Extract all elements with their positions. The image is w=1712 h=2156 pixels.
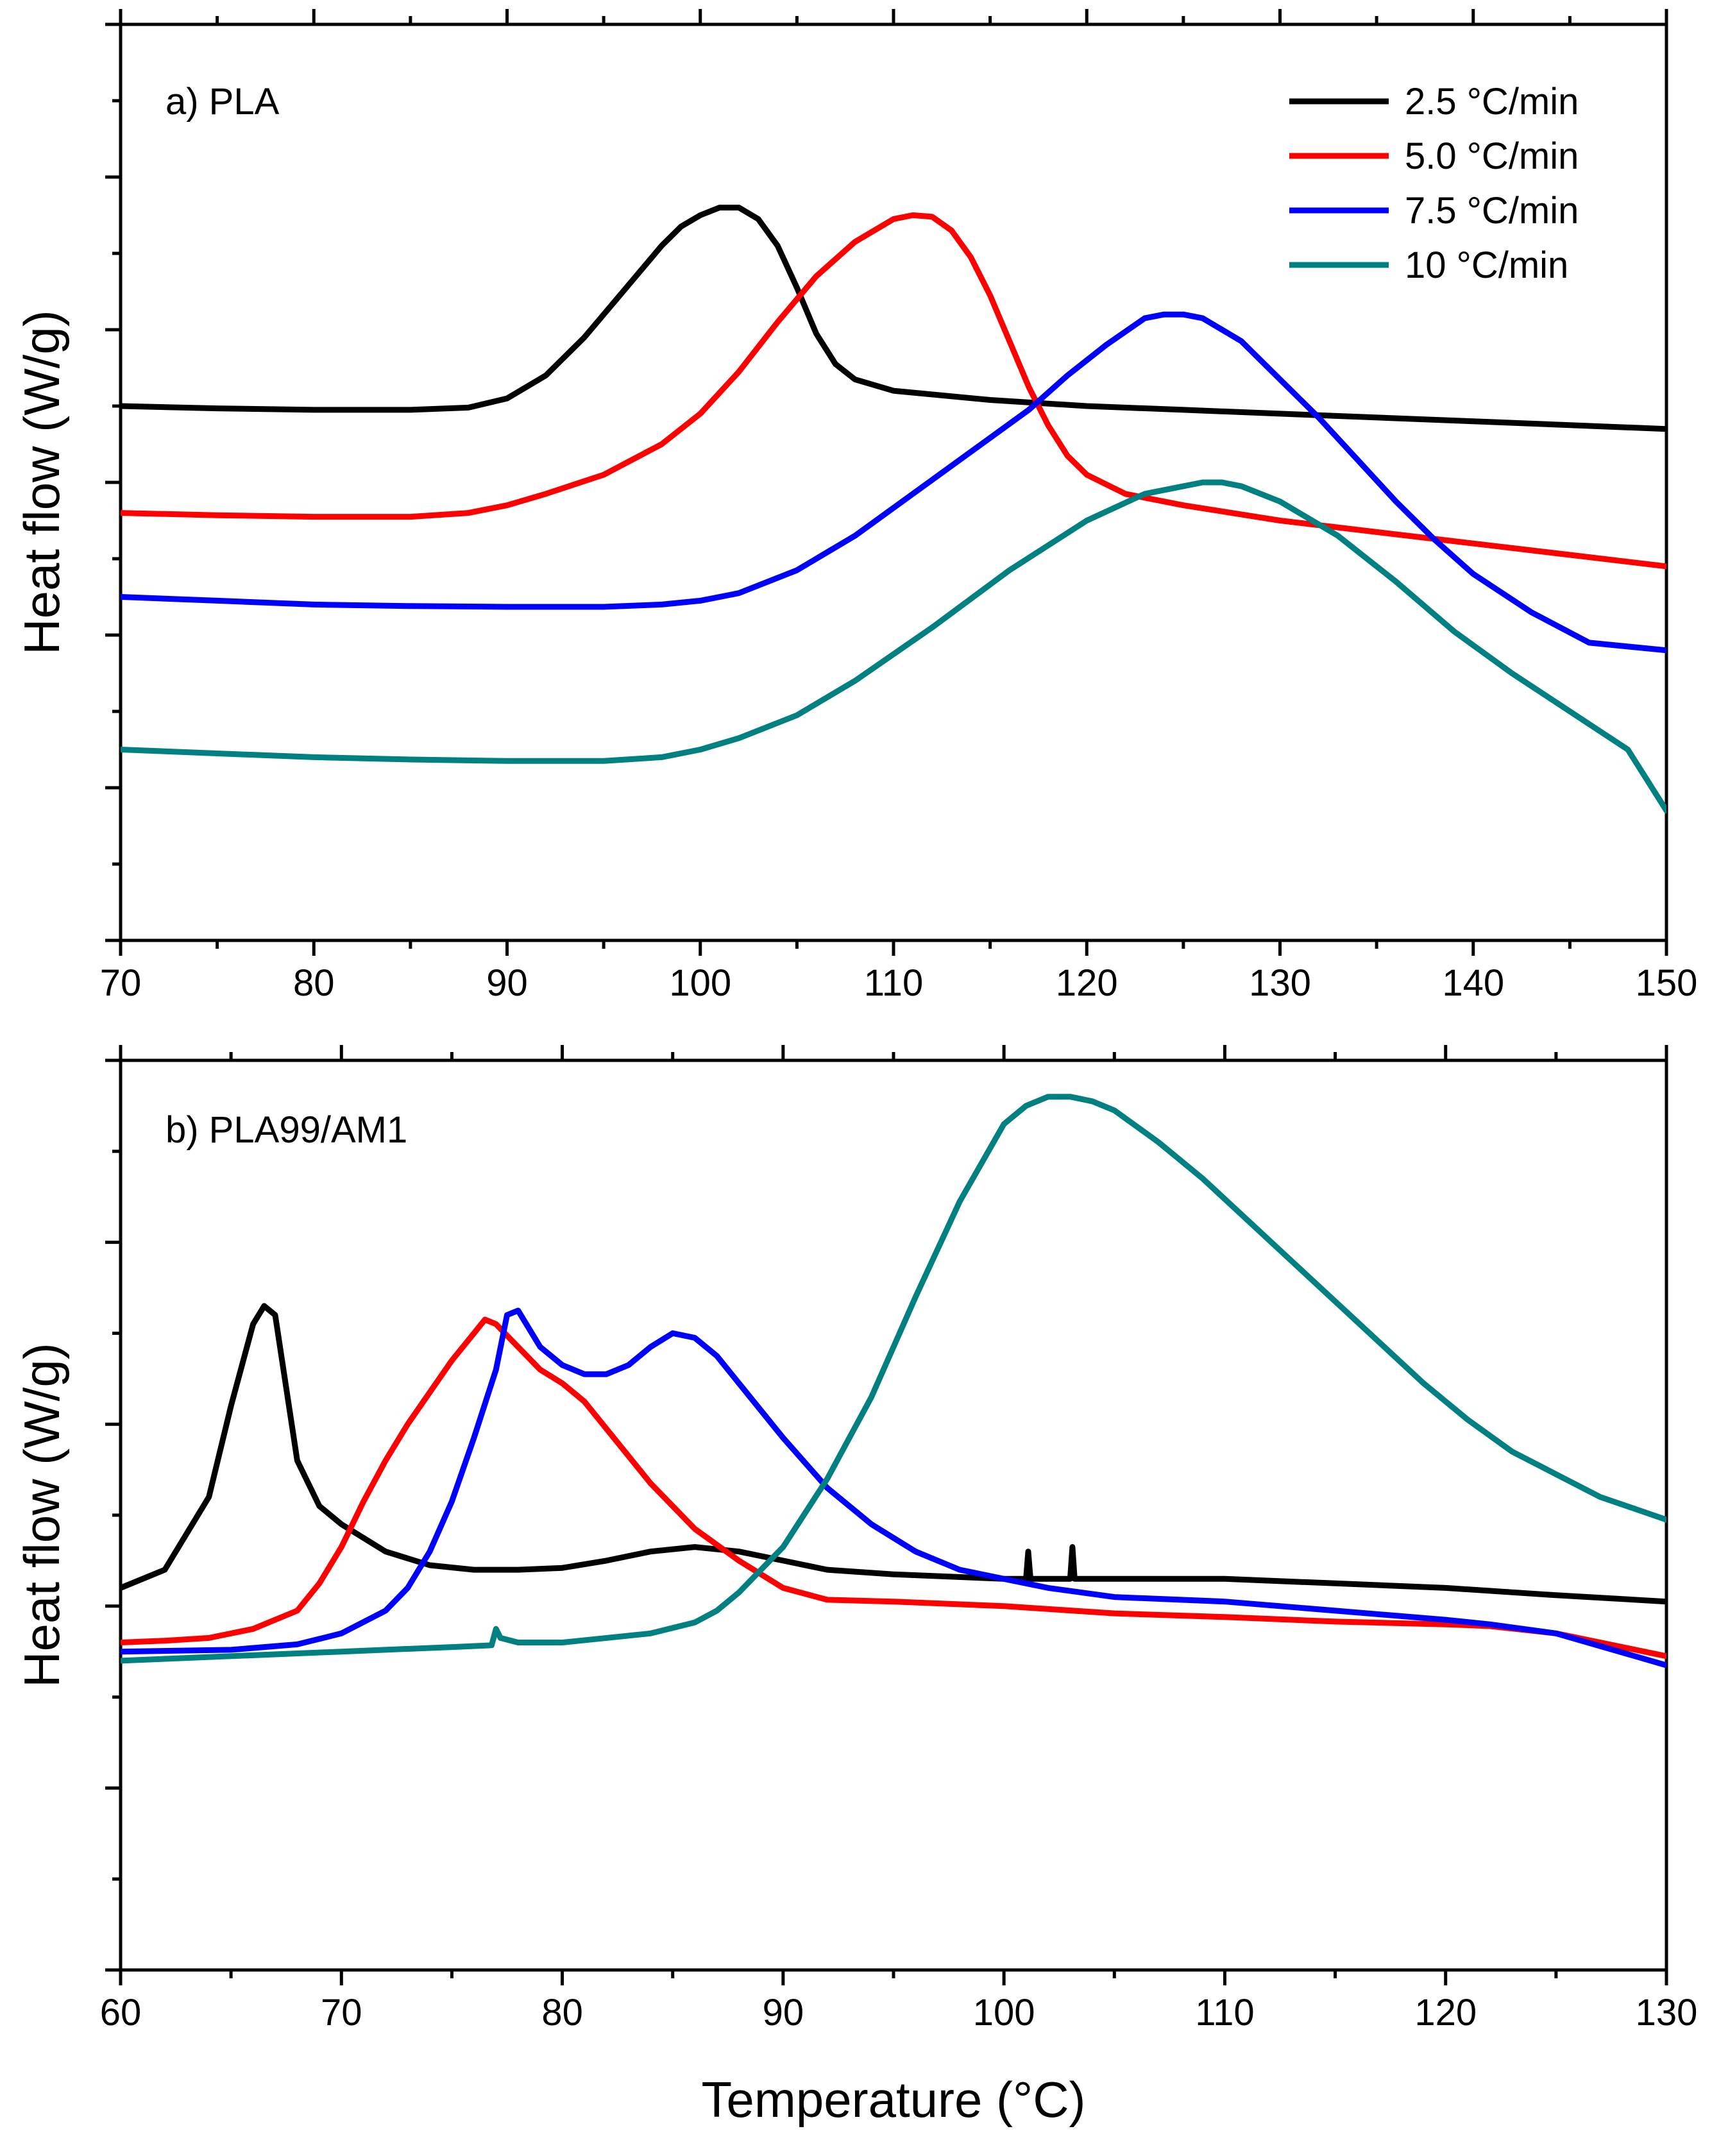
panel-a-x-tick-label: 80	[293, 962, 335, 1004]
panel-a-x-tick-label: 90	[486, 962, 528, 1004]
panel-b-plot-frame	[119, 1058, 1668, 1972]
panel-a-title: a) PLA	[165, 81, 280, 123]
panel-a-pla: 70 80 90 100 110 120 130 140 150 a) PLA Heat flo…	[13, 9, 1697, 1004]
panel-a-x-tick-label: 100	[669, 962, 731, 1004]
panel-a-x-tick-label: 120	[1056, 962, 1118, 1004]
panel-a-y-axis-label: Heat flow (W/g)	[13, 310, 70, 654]
legend-label-4: 10 °C/min	[1405, 244, 1568, 286]
panel-a-series-4-line	[121, 479, 1666, 814]
panel-b-x-tick-label: 80	[541, 1992, 583, 2033]
panel-b-x-tick-label: 100	[973, 1992, 1035, 2033]
panel-a-x-tick-label: 150	[1636, 962, 1698, 1004]
x-axis-label: Temperature (°C)	[701, 2071, 1085, 2128]
panel-b-x-tick-label: 120	[1414, 1992, 1477, 2033]
legend-label-3: 7.5 °C/min	[1405, 190, 1579, 232]
panel-a-curves	[121, 205, 1666, 814]
legend-label-2: 5.0 °C/min	[1405, 135, 1579, 177]
panel-b-pla99-am1: 60 70 80 90 100 110 120 130 b) PLA99/AM1 Heat f…	[13, 1045, 1697, 2033]
panel-a-series-2-line	[121, 212, 1666, 570]
panel-b-title: b) PLA99/AM1	[165, 1109, 407, 1151]
panel-b-series-3-line	[121, 1307, 1666, 1668]
legend: 2.5 °C/min 5.0 °C/min 7.5 °C/min 10 °C/min	[1289, 81, 1579, 286]
panel-a-ticks	[105, 9, 1668, 956]
panel-b-x-tick-label: 70	[321, 1992, 362, 2033]
panel-b-ticks	[105, 1045, 1668, 1985]
panel-a-x-tick-label: 130	[1249, 962, 1311, 1004]
panel-b-x-tick-label: 90	[763, 1992, 804, 2033]
panel-b-y-axis-label: Heat flow (W/g)	[13, 1343, 70, 1687]
panel-b-series-1-line	[121, 1303, 1666, 1605]
panel-a-x-tick-label: 110	[864, 962, 923, 1004]
panel-a-series-1-line	[121, 205, 1666, 432]
panel-a-series-3-line	[121, 311, 1666, 654]
panel-a-x-tick-label: 70	[100, 962, 142, 1004]
panel-a-x-tick-label: 140	[1442, 962, 1504, 1004]
legend-label-1: 2.5 °C/min	[1405, 81, 1579, 123]
panel-b-x-tick-label: 110	[1195, 1992, 1254, 2033]
panel-b-series-2-line	[121, 1316, 1666, 1659]
panel-b-x-tick-label: 60	[100, 1992, 142, 2033]
panel-b-series-4-line	[121, 1094, 1666, 1664]
panel-a-x-tick-labels: 70 80 90 100 110 120 130 140 150	[100, 962, 1698, 1004]
panel-b-x-tick-labels: 60 70 80 90 100 110 120 130	[100, 1992, 1698, 2033]
panel-b-x-tick-label: 130	[1636, 1992, 1698, 2033]
panel-b-curves	[121, 1094, 1666, 1668]
